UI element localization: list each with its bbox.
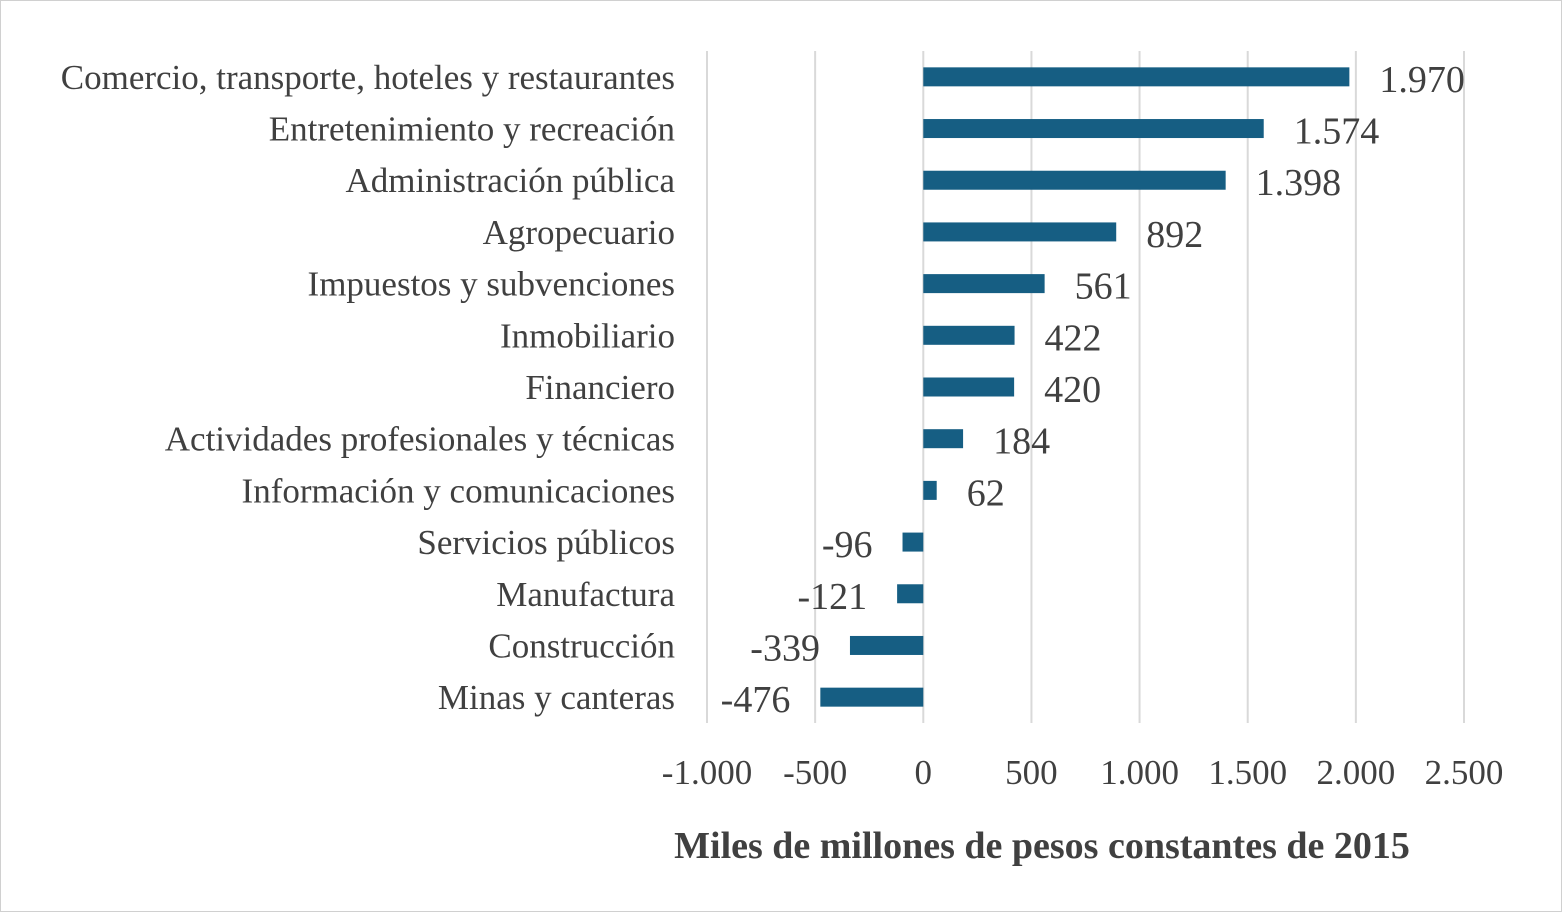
x-tick-label: 2.500 [1425,753,1504,792]
data-label: 561 [1075,266,1132,308]
x-tick-label: 500 [1005,753,1058,792]
bar [923,274,1045,294]
data-labels: 1.970 1.574 1.398 892 561 422 420 184 62 -96 -121 -… [721,59,1465,721]
x-tick-label: 1.000 [1100,753,1179,792]
data-label: -96 [822,524,873,566]
data-label: -121 [797,576,867,618]
x-tick-labels: -1.000 -500 0 500 1.000 1.500 2.000 2.500 [662,753,1504,792]
category-label: Entretenimiento y recreación [269,110,675,149]
category-label: Minas y canteras [438,678,675,717]
data-label: 422 [1045,317,1102,359]
data-label: 184 [993,421,1050,463]
category-label: Manufactura [496,575,675,614]
bars [820,67,1350,707]
data-label: 892 [1146,214,1203,256]
x-tick-label: 1.500 [1208,753,1287,792]
x-tick-label: -500 [783,753,847,792]
x-tick-label: 2.000 [1316,753,1395,792]
category-label: Actividades profesionales y técnicas [165,420,675,459]
data-label: 1.574 [1294,111,1380,153]
bar [849,635,924,655]
bar [923,429,964,449]
bar [923,377,1015,397]
x-tick-label: -1.000 [662,753,752,792]
data-label: -339 [750,627,820,669]
data-label: -476 [721,679,791,721]
category-label: Inmobiliario [500,316,675,355]
bar [923,119,1264,139]
bar [923,67,1350,87]
bar [923,222,1117,242]
category-label: Construcción [488,626,675,665]
data-label: 420 [1044,369,1101,411]
category-label: Comercio, transporte, hoteles y restaura… [61,58,675,97]
data-label: 62 [967,472,1005,514]
bar [820,687,924,707]
category-label: Servicios públicos [417,523,675,562]
data-label: 1.970 [1379,59,1465,101]
data-label: 1.398 [1256,162,1342,204]
category-label: Información y comunicaciones [242,471,675,510]
bar [923,480,937,500]
category-label: Administración pública [345,161,675,200]
bar [902,532,924,552]
bar [923,325,1015,345]
x-axis-title: Miles de millones de pesos constantes de… [674,825,1410,867]
bar [923,170,1226,190]
bar [897,584,924,604]
category-labels: Comercio, transporte, hoteles y restaura… [61,58,676,717]
category-label: Agropecuario [483,213,675,252]
category-label: Impuestos y subvenciones [308,265,675,304]
x-tick-label: 0 [915,753,933,792]
category-label: Financiero [525,368,675,407]
